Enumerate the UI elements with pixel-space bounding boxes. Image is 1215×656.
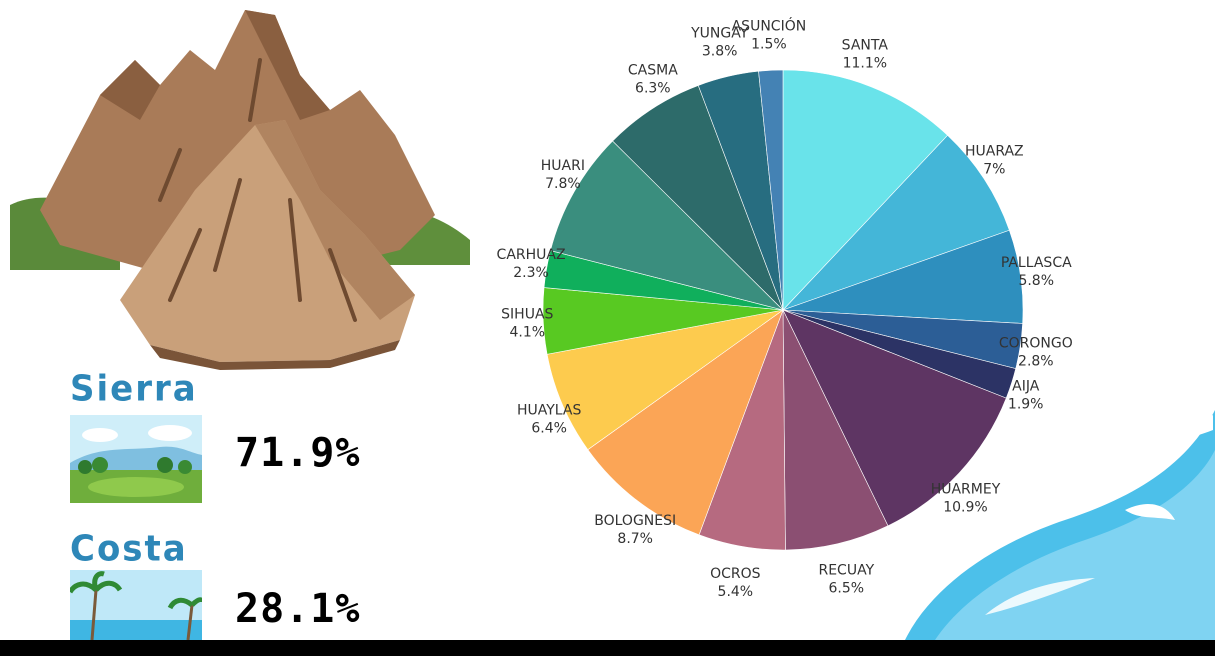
slice-label-huarmey: HUARMEY	[931, 482, 1001, 498]
slice-label-casma: CASMA	[628, 62, 678, 78]
slice-value-casma: 6.3%	[635, 80, 671, 96]
slice-value-recuay: 6.5%	[829, 581, 865, 597]
slice-label-huaylas: HUAYLAS	[517, 402, 582, 418]
slice-value-huarmey: 10.9%	[943, 500, 987, 516]
slice-label-asunción: ASUNCIÓN	[732, 16, 807, 34]
slice-label-huaraz: HUARAZ	[965, 143, 1024, 159]
slice-label-pallasca: PALLASCA	[1001, 255, 1072, 271]
slice-value-santa: 11.1%	[843, 55, 887, 71]
slice-value-huaraz: 7%	[983, 161, 1005, 177]
pie-slice-huarmey	[782, 309, 1007, 527]
pie-slice-huaraz	[782, 134, 1010, 311]
slice-value-bolognesi: 8.7%	[617, 531, 653, 547]
slice-label-yungay: YUNGAY	[690, 25, 749, 41]
costa-percent: 28.1%	[235, 586, 361, 632]
slice-value-huaylas: 6.4%	[531, 420, 567, 436]
slice-value-yungay: 3.8%	[702, 43, 738, 59]
wave-illustration	[905, 410, 1215, 640]
pie-slice-huaylas	[546, 309, 784, 451]
sierra-landscape-thumbnail	[70, 415, 202, 503]
pie-slice-asunción	[758, 69, 784, 311]
costa-stat: Costa 28.1%	[70, 528, 359, 640]
pie-slice-recuay	[782, 309, 889, 551]
pie-slice-santa	[782, 69, 949, 311]
slice-label-carhuaz: CARHUAZ	[497, 247, 566, 263]
slice-value-sihuas: 4.1%	[510, 325, 546, 341]
pie-slice-huari	[550, 140, 784, 311]
slice-label-santa: SANTA	[842, 37, 889, 53]
slice-label-huari: HUARI	[541, 158, 585, 174]
costa-beach-thumbnail	[70, 570, 202, 640]
slice-label-recuay: RECUAY	[818, 563, 874, 579]
slice-label-ocros: OCROS	[710, 566, 761, 582]
costa-title: Costa	[70, 528, 188, 570]
slice-value-pallasca: 5.8%	[1018, 273, 1054, 289]
slice-value-carhuaz: 2.3%	[513, 265, 549, 281]
slice-value-huari: 7.8%	[545, 176, 581, 192]
sierra-title: Sierra	[70, 368, 198, 410]
sierra-percent: 71.9%	[235, 430, 361, 476]
slice-label-aija: AIJA	[1012, 379, 1040, 395]
slice-value-ocros: 5.4%	[718, 584, 754, 600]
slice-label-bolognesi: BOLOGNESI	[594, 513, 676, 529]
slice-label-sihuas: SIHUAS	[501, 307, 553, 323]
slice-value-aija: 1.9%	[1008, 397, 1044, 413]
bottom-bar	[0, 640, 1215, 656]
slice-value-corongo: 2.8%	[1018, 354, 1054, 370]
pie-slice-bolognesi	[587, 309, 784, 536]
slice-value-asunción: 1.5%	[751, 36, 787, 52]
slice-label-corongo: CORONGO	[999, 336, 1073, 352]
mountain-illustration	[10, 10, 470, 370]
sierra-stat: Sierra 71.9%	[70, 368, 359, 503]
